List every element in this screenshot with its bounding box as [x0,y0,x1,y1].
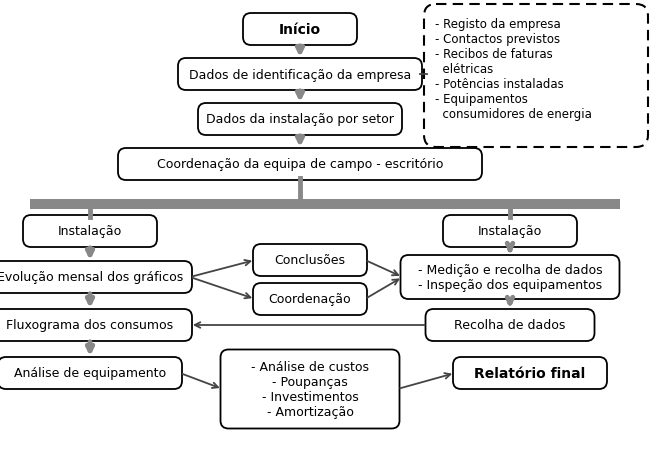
Text: Fluxograma dos consumos: Fluxograma dos consumos [7,319,174,332]
FancyBboxPatch shape [0,357,182,389]
Text: - Medição e recolha de dados
- Inspeção dos equipamentos: - Medição e recolha de dados - Inspeção … [418,263,603,291]
FancyBboxPatch shape [426,309,595,341]
Bar [30,200,620,210]
Text: Recolha de dados: Recolha de dados [455,319,566,332]
FancyBboxPatch shape [23,216,157,248]
FancyBboxPatch shape [0,262,192,293]
Text: Evolução mensal dos gráficos: Evolução mensal dos gráficos [0,271,183,284]
Text: Coordenação: Coordenação [269,293,351,306]
FancyBboxPatch shape [424,5,648,148]
Text: Coordenação da equipa de campo - escritório: Coordenação da equipa de campo - escritó… [157,158,443,171]
FancyBboxPatch shape [118,149,482,181]
FancyBboxPatch shape [453,357,607,389]
Text: Conclusões: Conclusões [274,254,345,267]
FancyBboxPatch shape [178,59,422,91]
FancyBboxPatch shape [198,104,402,136]
Text: Instalação: Instalação [58,225,122,238]
Text: Análise de equipamento: Análise de equipamento [14,367,166,379]
FancyBboxPatch shape [0,309,192,341]
Text: Relatório final: Relatório final [474,366,586,380]
FancyBboxPatch shape [221,350,400,429]
Text: Dados da instalação por setor: Dados da instalação por setor [206,113,394,126]
Text: Início: Início [279,23,321,37]
FancyBboxPatch shape [443,216,577,248]
FancyBboxPatch shape [400,255,620,299]
Text: - Registo da empresa
- Contactos previstos
- Recibos de faturas
  elétricas
- Po: - Registo da empresa - Contactos previst… [435,18,592,121]
FancyBboxPatch shape [253,244,367,276]
FancyBboxPatch shape [253,283,367,315]
Text: Dados de identificação da empresa: Dados de identificação da empresa [189,68,411,81]
FancyBboxPatch shape [243,14,357,46]
Text: Instalação: Instalação [478,225,542,238]
Text: - Análise de custos
- Poupanças
- Investimentos
- Amortização: - Análise de custos - Poupanças - Invest… [251,360,369,418]
